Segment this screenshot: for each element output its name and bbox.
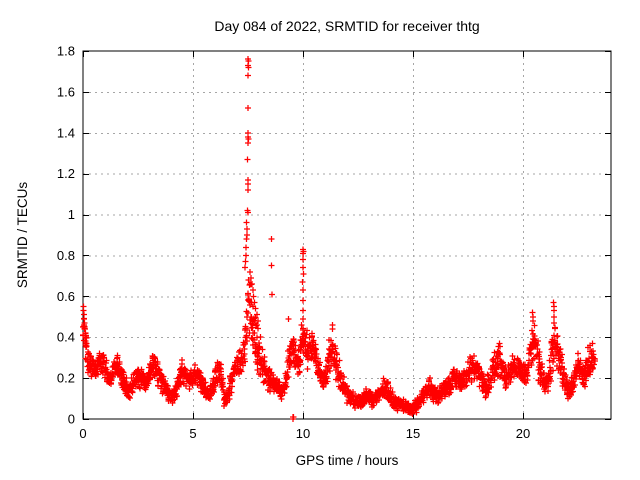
x-axis-label: GPS time / hours: [296, 453, 399, 468]
y-tick-label: 1.2: [57, 166, 75, 181]
y-tick-label: 0.8: [57, 248, 75, 263]
y-tick-label: 1.8: [57, 44, 75, 59]
x-tick-label: 15: [406, 426, 420, 441]
y-tick-label: 0: [68, 412, 75, 427]
plot-border: [82, 50, 612, 420]
x-tick-label: 0: [79, 426, 86, 441]
y-tick-label: 1: [68, 207, 75, 222]
x-tick-label: 5: [189, 426, 196, 441]
y-axis-label: SRMTID / TECUs: [15, 182, 30, 289]
y-tick-label: 0.2: [57, 371, 75, 386]
x-tick-label: 10: [296, 426, 310, 441]
y-tick-label: 1.6: [57, 84, 75, 99]
axis-tick-marks: [83, 51, 611, 420]
chart-title: Day 084 of 2022, SRMTID for receiver tht…: [214, 18, 479, 34]
y-axis-tick-labels: 0 0.2 0.4 0.6 0.8 1 1.2 1.4 1.6 1.8: [57, 44, 75, 427]
x-tick-label: 20: [516, 426, 530, 441]
y-tick-label: 0.4: [57, 330, 75, 345]
data-points: [80, 56, 598, 422]
y-tick-label: 0.6: [57, 289, 75, 304]
y-tick-label: 1.4: [57, 125, 75, 140]
x-axis-tick-labels: 0 5 10 15 20: [79, 426, 530, 441]
